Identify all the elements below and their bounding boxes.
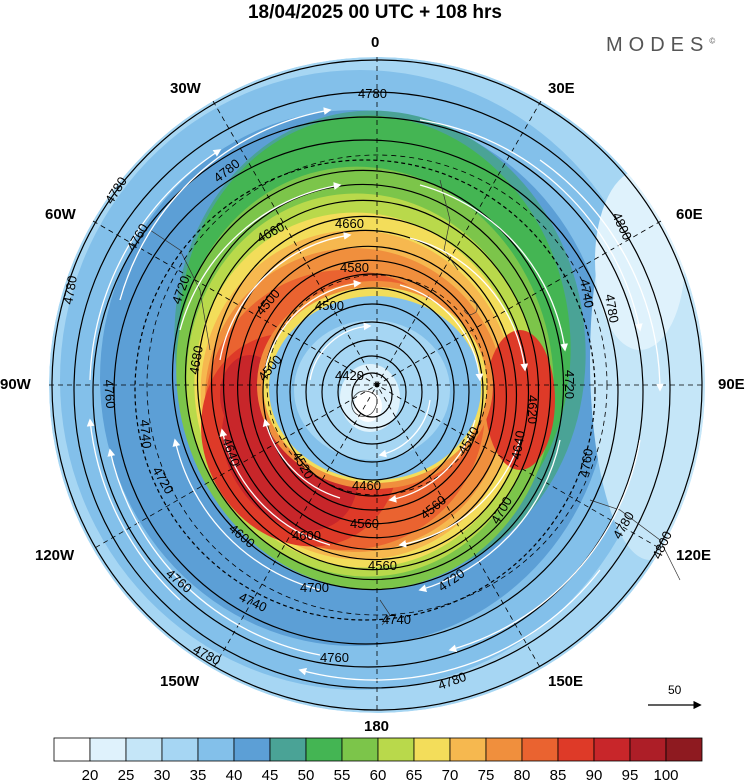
contour-label: 4740 bbox=[382, 612, 411, 627]
colorbar-swatch bbox=[557, 737, 595, 762]
contour-label: 4560 bbox=[350, 516, 379, 531]
wind-streamlines bbox=[86, 107, 664, 681]
contour-label: 4460 bbox=[352, 478, 381, 493]
contour-label: 4500 bbox=[315, 298, 344, 313]
colorbar-swatch bbox=[53, 737, 91, 762]
contour-label: 4740 bbox=[577, 278, 597, 309]
lon-label-30w: 30W bbox=[170, 80, 201, 97]
lon-label-60e: 60E bbox=[676, 206, 703, 223]
lon-label-0: 0 bbox=[371, 34, 380, 51]
contour-label: 4760 bbox=[576, 447, 596, 478]
lon-label-30e: 30E bbox=[548, 80, 575, 97]
colorbar-swatch bbox=[197, 737, 235, 762]
colorbar-tick-label: 25 bbox=[118, 767, 135, 782]
colorbar-swatch bbox=[629, 737, 667, 762]
colorbar-swatch bbox=[413, 737, 451, 762]
colorbar-tick-label: 100 bbox=[653, 767, 678, 782]
wind-speed-shading bbox=[49, 57, 705, 713]
colorbar-tick-label: 70 bbox=[442, 767, 459, 782]
colorbar-tick-label: 85 bbox=[550, 767, 567, 782]
lon-label-90w: 90W bbox=[0, 376, 31, 393]
colorbar-tick-label: 50 bbox=[298, 767, 315, 782]
contour-label: 4780 bbox=[358, 86, 387, 101]
contour-label: 4580 bbox=[340, 260, 369, 275]
colorbar-tick-label: 90 bbox=[586, 767, 603, 782]
colorbar-tick-label: 20 bbox=[82, 767, 99, 782]
lon-label-180: 180 bbox=[364, 718, 390, 735]
contour-label: 4600 bbox=[292, 528, 321, 543]
contour-label: 4760 bbox=[320, 650, 349, 665]
brand-name: MODES bbox=[606, 34, 710, 56]
colorbar-swatch bbox=[233, 737, 271, 762]
colorbar-swatch bbox=[449, 737, 487, 762]
geopotential-contours bbox=[51, 59, 703, 711]
contour-label: 4420 bbox=[335, 368, 364, 383]
coastlines bbox=[149, 179, 681, 626]
colorbar-tick-label: 75 bbox=[478, 767, 495, 782]
colorbar-swatch bbox=[269, 737, 307, 762]
lon-label-150e: 150E bbox=[548, 673, 584, 690]
colorbar-swatch bbox=[665, 737, 703, 762]
colorbar-swatch bbox=[377, 737, 415, 762]
pole-marker bbox=[374, 382, 380, 388]
colorbar-tick-label: 35 bbox=[190, 767, 207, 782]
colorbar-tick-label: 80 bbox=[514, 767, 531, 782]
colorbar-tick-label: 65 bbox=[406, 767, 423, 782]
contour-label: 4620 bbox=[525, 395, 540, 424]
colorbar-swatch bbox=[305, 737, 343, 762]
contour-label: 4560 bbox=[368, 558, 397, 573]
brand-mark: © bbox=[709, 36, 716, 46]
colorbar: 20 25 30 35 40 45 50 55 60 65 70 75 80 85 90 95 100 bbox=[53, 737, 703, 782]
brand-logo: MODES© bbox=[606, 34, 715, 57]
colorbar-tick-label: 30 bbox=[154, 767, 171, 782]
contour-label: 4740 bbox=[137, 419, 154, 449]
lon-label-120e: 120E bbox=[676, 547, 712, 564]
contour-label: 4780 bbox=[60, 274, 80, 305]
colorbar-tick-label: 45 bbox=[262, 767, 279, 782]
contour-label: 4780 bbox=[602, 293, 622, 324]
contour-label: 4680 bbox=[186, 344, 206, 375]
colorbar-tick-label: 55 bbox=[334, 767, 351, 782]
lon-label-150w: 150W bbox=[160, 673, 200, 690]
contour-label: 4660 bbox=[335, 216, 364, 231]
colorbar-swatch bbox=[521, 737, 559, 762]
contour-label: 4640 bbox=[508, 429, 528, 460]
lon-label-60w: 60W bbox=[45, 206, 76, 223]
contour-label: 4700 bbox=[300, 580, 329, 595]
contour-label: 4720 bbox=[562, 370, 577, 399]
colorbar-swatch bbox=[89, 737, 127, 762]
colorbar-swatch bbox=[125, 737, 163, 762]
colorbar-tick-label: 40 bbox=[226, 767, 243, 782]
lon-label-90e: 90E bbox=[718, 376, 745, 393]
contour-label: 4760 bbox=[101, 379, 118, 409]
reference-vector-label: 50 bbox=[668, 683, 682, 697]
colorbar-tick-label: 95 bbox=[622, 767, 639, 782]
lon-label-120w: 120W bbox=[35, 547, 75, 564]
map-title: 18/04/2025 00 UTC + 108 hrs bbox=[247, 2, 503, 23]
colorbar-swatch bbox=[593, 737, 631, 762]
colorbar-swatch bbox=[485, 737, 523, 762]
colorbar-swatch bbox=[161, 737, 199, 762]
colorbar-tick-label: 60 bbox=[370, 767, 387, 782]
colorbar-swatch bbox=[341, 737, 379, 762]
